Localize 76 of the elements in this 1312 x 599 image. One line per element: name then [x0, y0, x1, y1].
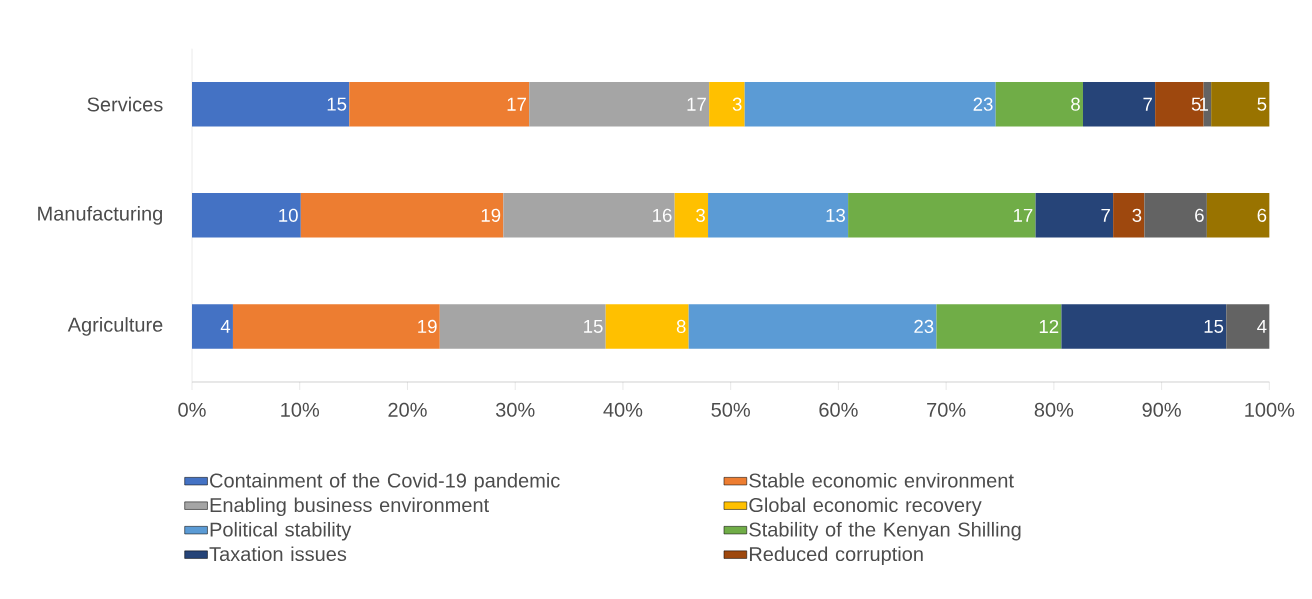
- data-label: 1: [1199, 97, 1208, 111]
- data-label: 8: [676, 319, 686, 334]
- bar: [1113, 193, 1145, 238]
- legend-label: Containment of the Covid-19 pandemic: [210, 473, 560, 492]
- data-label: 5: [1191, 97, 1201, 111]
- x-tick-label: 80%: [1034, 402, 1074, 418]
- bar: [744, 82, 996, 127]
- x-tick-label: 50%: [711, 402, 750, 418]
- bar: [1144, 193, 1207, 238]
- x-tick-label: 20%: [388, 402, 427, 418]
- x-tick-label: 10%: [281, 402, 320, 418]
- bar: [1061, 304, 1227, 349]
- data-label: 15: [1204, 320, 1224, 334]
- legend-label: Political stability: [210, 522, 352, 541]
- bar: [936, 304, 1062, 349]
- data-label: 7: [1101, 209, 1110, 222]
- data-label: 4: [220, 320, 231, 334]
- data-label: 3: [696, 208, 705, 223]
- data-label: 3: [732, 97, 742, 111]
- data-label: 15: [327, 97, 347, 111]
- legend-label: Enabling business environment: [210, 497, 490, 517]
- data-label: 17: [1013, 209, 1033, 222]
- bar: [605, 304, 689, 349]
- bar: [300, 193, 504, 238]
- data-label: 7: [1143, 97, 1152, 111]
- legend-label: Stable economic environment: [749, 473, 1014, 488]
- bar: [529, 82, 710, 127]
- bar: [848, 193, 1036, 238]
- y-tick-label: Services: [87, 97, 163, 112]
- data-label: 19: [418, 319, 437, 334]
- bar: [192, 82, 350, 127]
- bar: [192, 193, 301, 238]
- data-label: 23: [914, 319, 934, 334]
- data-label: 5: [1257, 97, 1267, 111]
- bar: [995, 82, 1083, 127]
- x-tick-label: 0%: [178, 402, 206, 418]
- x-tick-label: 90%: [1142, 402, 1181, 418]
- data-label: 10: [279, 208, 298, 223]
- y-tick-label: Agriculture: [67, 317, 163, 336]
- data-label: 16: [653, 208, 672, 223]
- x-tick-label: 40%: [603, 402, 643, 418]
- bar: [503, 193, 675, 238]
- legend-label: Reduced corruption: [749, 546, 923, 566]
- bar: [688, 304, 937, 349]
- data-label: 23: [973, 97, 993, 111]
- data-label: 12: [1039, 320, 1059, 334]
- data-label: 8: [1071, 97, 1080, 111]
- data-label: 17: [687, 97, 706, 111]
- data-label: 19: [481, 208, 501, 223]
- data-label: 6: [1257, 208, 1267, 223]
- data-label: 17: [507, 97, 527, 111]
- bar: [349, 82, 530, 127]
- bar: [1082, 82, 1156, 127]
- legend-label: Global economic recovery: [749, 497, 982, 517]
- bar: [708, 193, 849, 238]
- bar: [232, 304, 440, 349]
- x-tick-label: 60%: [819, 402, 858, 418]
- bar: [1211, 82, 1270, 127]
- legend-label: Taxation issues: [209, 546, 347, 562]
- bar: [1206, 193, 1270, 238]
- bar: [1226, 304, 1270, 349]
- x-tick-label: 70%: [927, 402, 966, 418]
- bar: [1035, 193, 1114, 238]
- bar: [192, 304, 233, 349]
- data-label: 4: [1257, 320, 1267, 334]
- legend-label: Stability of the Kenyan Shilling: [749, 522, 1021, 541]
- y-tick-label: Manufacturing: [38, 206, 162, 225]
- x-tick-label: 30%: [495, 402, 535, 418]
- data-label: 15: [584, 320, 603, 334]
- bar: [709, 82, 745, 127]
- bar: [674, 193, 709, 238]
- data-label: 13: [826, 208, 846, 223]
- data-label: 3: [1132, 208, 1142, 223]
- x-tick-label: 100%: [1245, 402, 1295, 418]
- bar: [439, 304, 606, 349]
- data-label: 6: [1195, 208, 1204, 223]
